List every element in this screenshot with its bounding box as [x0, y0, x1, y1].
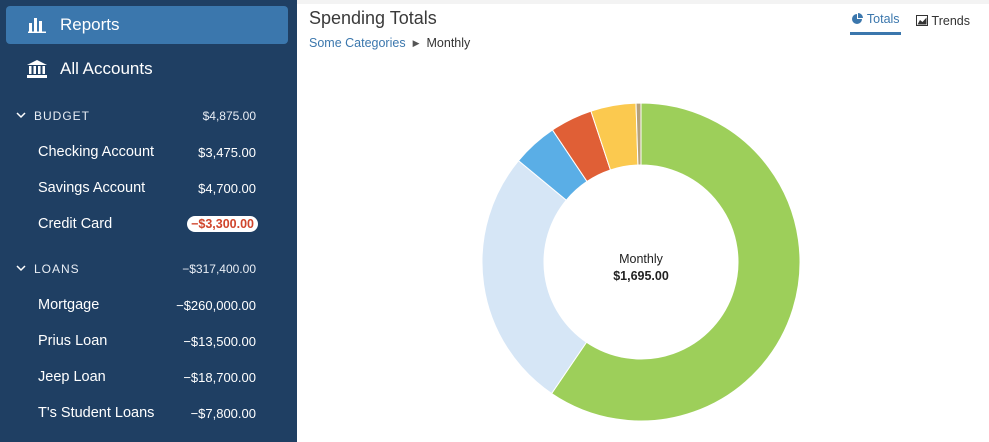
- tab-trends[interactable]: Trends: [915, 12, 971, 35]
- divider: [297, 0, 989, 4]
- loans-group-header[interactable]: LOANS −$317,400.00: [0, 258, 297, 280]
- chevron-down-icon: [16, 111, 30, 122]
- donut-slice-1[interactable]: [481, 159, 588, 395]
- account-row[interactable]: Jeep Loan −$18,700.00: [0, 363, 297, 391]
- account-name: Checking Account: [38, 144, 155, 160]
- nav-all-accounts-label: All Accounts: [60, 59, 153, 78]
- negative-balance-badge: −$3,300.00: [187, 216, 258, 232]
- bank-icon: [26, 58, 48, 80]
- account-name: Prius Loan: [38, 333, 108, 349]
- tab-trends-label: Trends: [931, 13, 970, 28]
- spending-donut-chart: [481, 102, 801, 422]
- nav-all-accounts[interactable]: All Accounts: [6, 50, 288, 88]
- account-row[interactable]: Savings Account $4,700.00: [0, 174, 297, 202]
- chevron-down-icon: [16, 264, 30, 275]
- budget-group-header[interactable]: BUDGET $4,875.00: [0, 105, 297, 127]
- budget-group-total: $4,875.00: [202, 109, 256, 123]
- account-name: Credit Card: [38, 216, 113, 232]
- account-row[interactable]: Checking Account $3,475.00: [0, 138, 297, 166]
- breadcrumb-current: Monthly: [426, 36, 471, 50]
- account-balance: $4,700.00: [198, 180, 256, 196]
- loans-group-total: −$317,400.00: [182, 262, 256, 276]
- account-name: Mortgage: [38, 297, 100, 313]
- account-name: Jeep Loan: [38, 369, 106, 385]
- nav-reports-label: Reports: [60, 15, 120, 34]
- caret-right-icon: ▶: [412, 37, 420, 48]
- account-name: Savings Account: [38, 180, 146, 196]
- pie-chart-icon: [851, 13, 863, 25]
- area-chart-icon: [915, 15, 928, 26]
- bar-chart-icon: [26, 14, 48, 36]
- tab-totals-label: Totals: [866, 12, 900, 26]
- breadcrumb-categories-link[interactable]: Some Categories: [309, 36, 406, 50]
- view-tabs: Totals Trends: [836, 12, 971, 35]
- account-balance: −$18,700.00: [183, 369, 256, 385]
- sidebar: Reports All Accounts BUDGET $4,875.00 Ch…: [0, 0, 297, 442]
- budget-group-label: BUDGET: [34, 109, 91, 123]
- donut-center-value: $1,695.00: [613, 269, 669, 283]
- donut-slice-0[interactable]: [550, 102, 801, 422]
- nav-reports[interactable]: Reports: [6, 6, 288, 44]
- account-name: T's Student Loans: [38, 405, 155, 421]
- tab-totals[interactable]: Totals: [849, 12, 901, 35]
- account-row[interactable]: Mortgage −$260,000.00: [0, 291, 297, 319]
- loans-group-label: LOANS: [34, 262, 80, 276]
- account-row[interactable]: Credit Card −$3,300.00: [0, 210, 297, 238]
- account-row[interactable]: Prius Loan −$13,500.00: [0, 327, 297, 355]
- page-title: Spending Totals: [309, 8, 437, 28]
- account-row[interactable]: T's Student Loans −$7,800.00: [0, 399, 297, 427]
- donut-slice-5[interactable]: [635, 102, 642, 166]
- account-balance: −$13,500.00: [183, 333, 256, 349]
- account-balance: $3,475.00: [198, 144, 256, 160]
- account-balance: −$7,800.00: [190, 405, 256, 421]
- report-panel: Spending Totals Some Categories ▶ Monthl…: [297, 0, 989, 442]
- donut-center-label: Monthly: [619, 252, 663, 266]
- account-balance: −$260,000.00: [176, 297, 256, 313]
- breadcrumb: Some Categories ▶ Monthly: [309, 36, 470, 50]
